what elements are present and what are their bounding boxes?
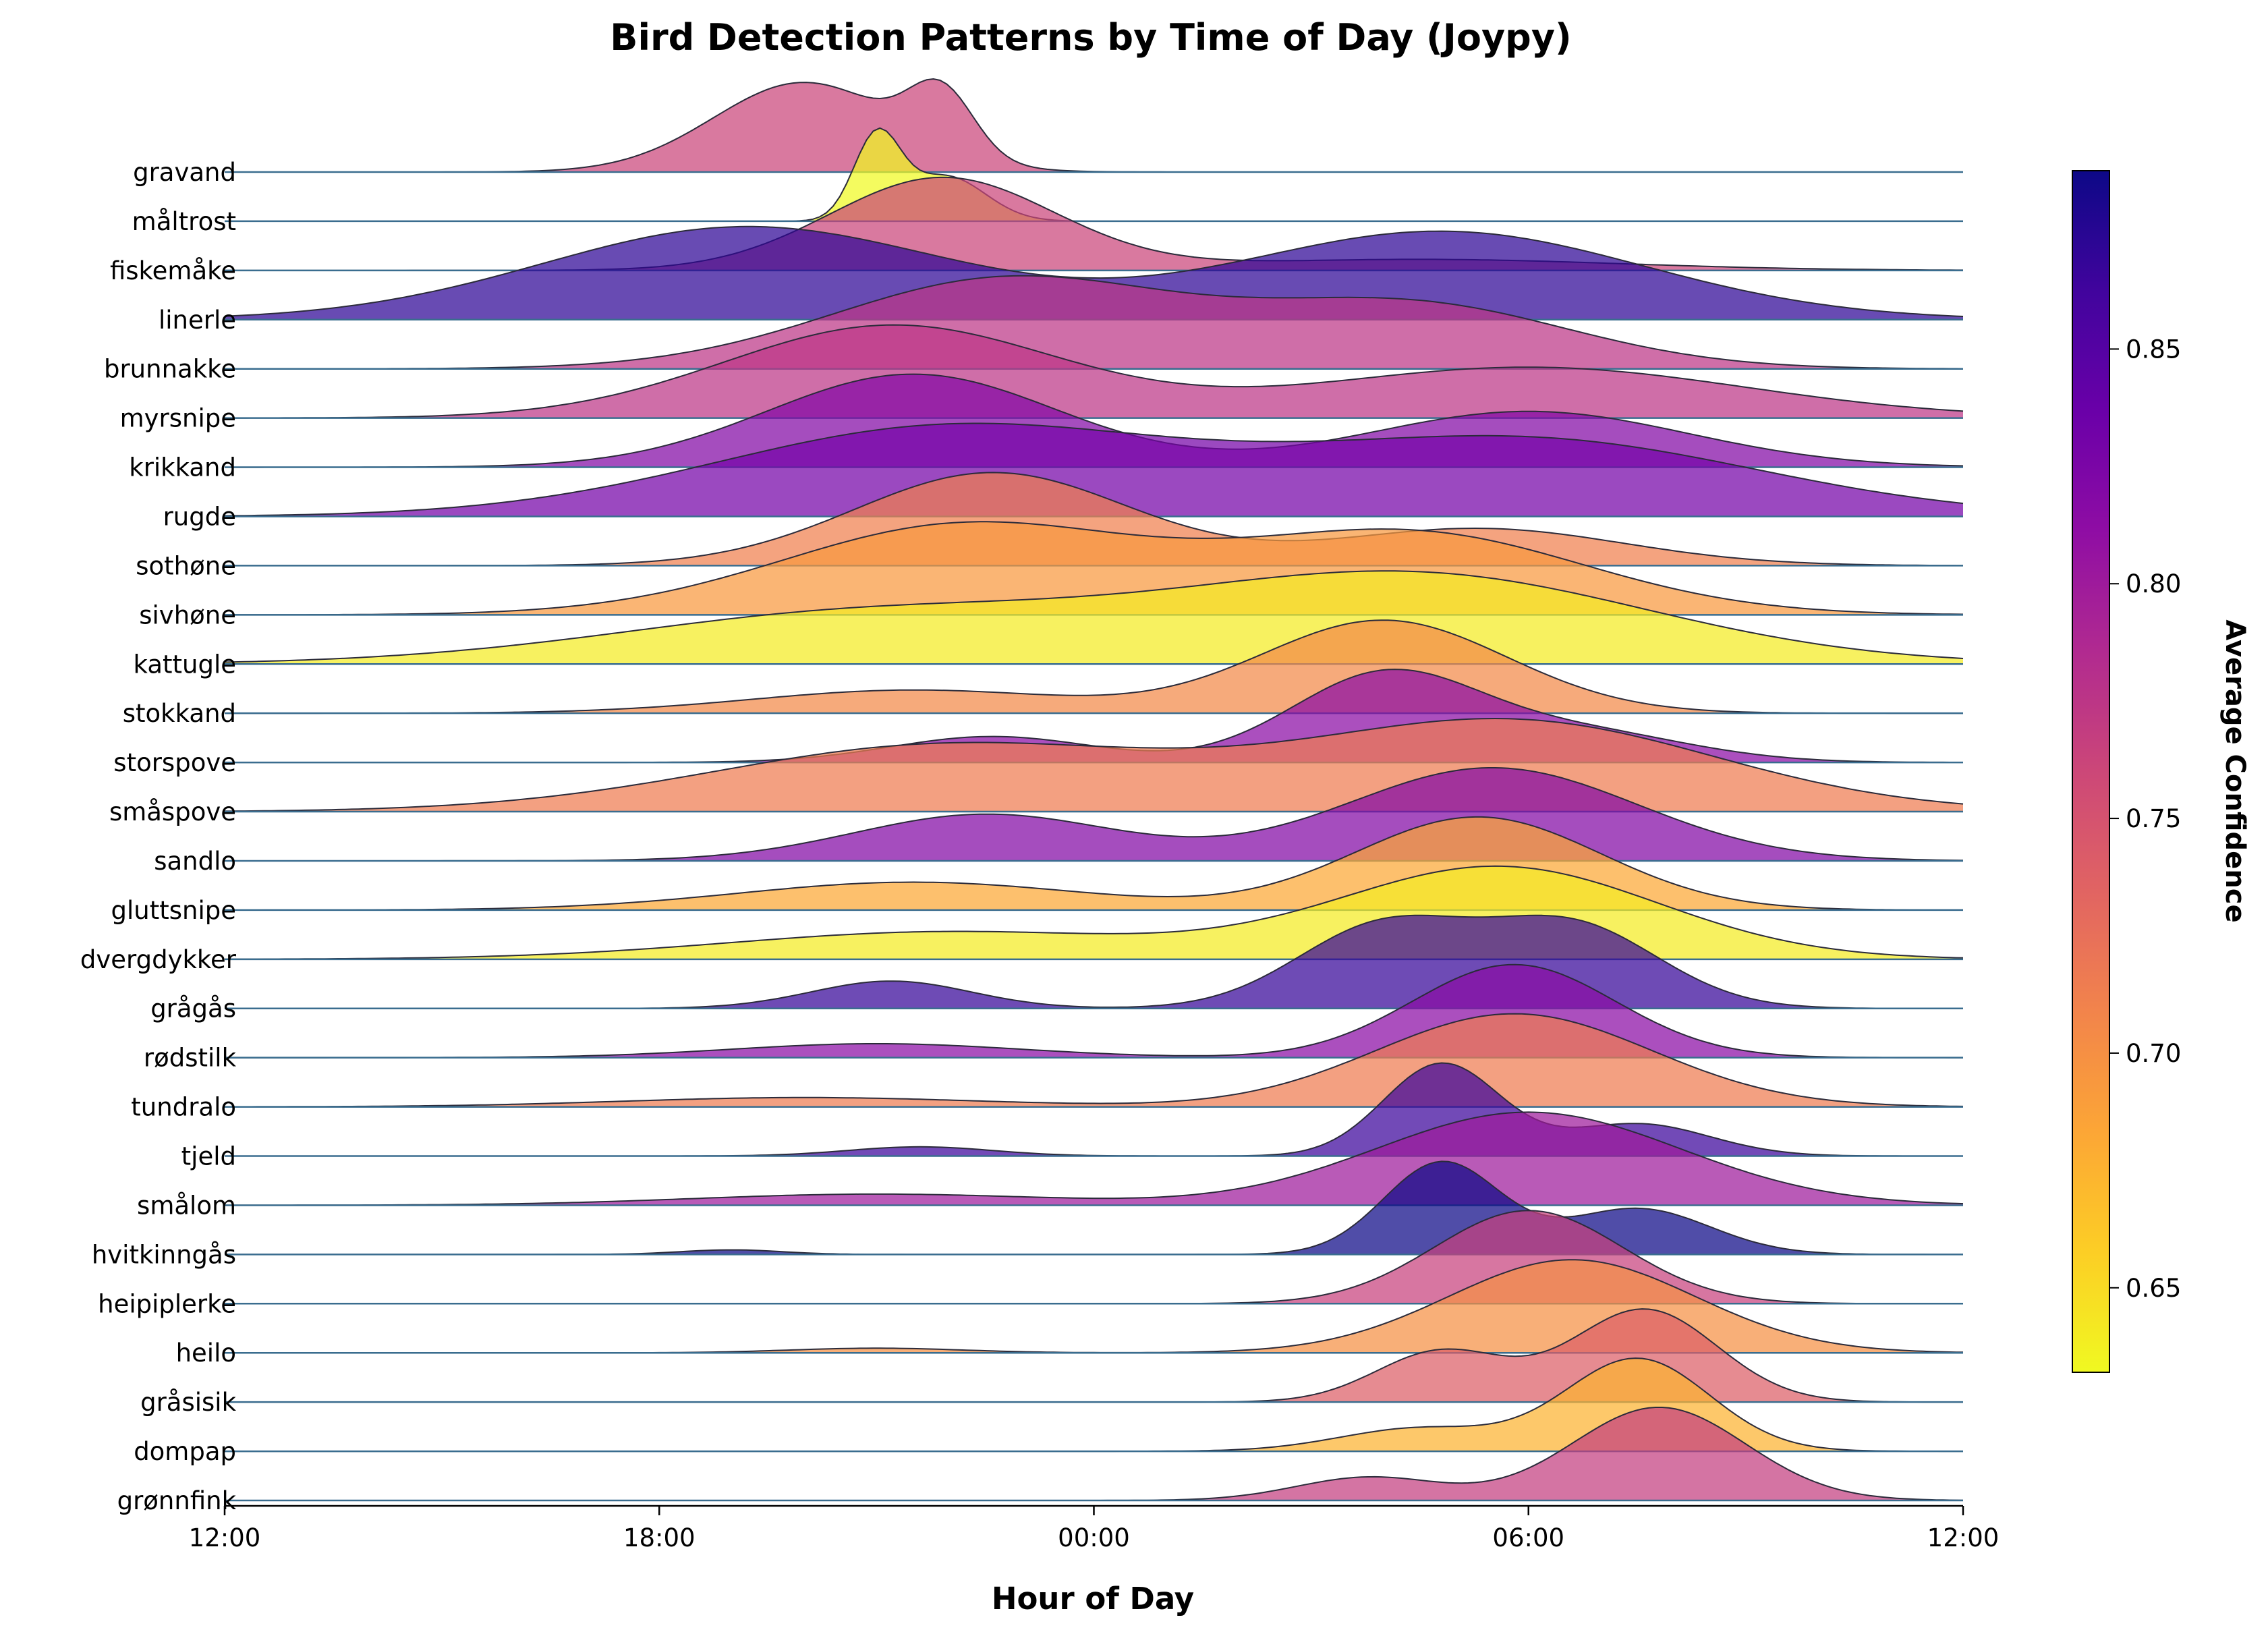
ridge-smålom — [225, 1111, 1964, 1206]
y-label-rødstilk: rødstilk — [144, 1044, 237, 1073]
ridge-fill-grønnfink — [225, 1407, 1963, 1500]
ridge-outline-rugde — [224, 422, 1964, 517]
ridge-fill-rødstilk — [225, 964, 1963, 1058]
x-tick-label: 12:00 — [189, 1523, 261, 1552]
ridge-fill-linerle — [225, 226, 1963, 320]
ridge-fill-gravand — [225, 79, 1963, 172]
ridge-stokkand — [225, 619, 1963, 714]
colorbar-gradient — [2072, 170, 2110, 1373]
ridge-fill-rugde — [225, 423, 1963, 517]
y-label-krikkand: krikkand — [129, 453, 236, 482]
y-label-rugde: rugde — [163, 502, 236, 531]
y-label-gråsisik: gråsisik — [140, 1388, 236, 1417]
ridge-fill-brunnakke — [225, 275, 1963, 369]
ridge-outline-tundralo — [225, 1013, 1964, 1108]
ridge-rødstilk — [225, 963, 1963, 1059]
ridge-fill-kattugle — [225, 571, 1963, 665]
ridge-grønnfink — [225, 1407, 1964, 1502]
ridges — [224, 78, 1964, 1502]
colorbar-tick-label: 0.65 — [2126, 1274, 2181, 1303]
y-label-sivhøne: sivhøne — [139, 600, 236, 629]
ridge-outline-sivhøne — [225, 521, 1964, 616]
colorbar-tick-label: 0.85 — [2126, 335, 2181, 364]
x-axis-label: Hour of Day — [992, 1581, 1194, 1617]
ridge-outline-smålom — [225, 1111, 1964, 1206]
y-label-grønnfink: grønnfink — [117, 1486, 237, 1515]
y-label-dvergdykker: dvergdykker — [80, 945, 237, 974]
ridge-fill-myrsnipe — [225, 325, 1963, 418]
y-label-grågås: grågås — [150, 994, 236, 1023]
x-tick-label: 00:00 — [1058, 1523, 1130, 1552]
ridge-dvergdykker — [224, 865, 1964, 961]
ridge-outline-myrsnipe — [225, 324, 1964, 419]
chart-title: Bird Detection Patterns by Time of Day (… — [610, 16, 1571, 59]
ridge-tundralo — [225, 1013, 1964, 1108]
y-axis-labels: gravand måltrost fiskemåke linerle brunnakke… — [80, 158, 237, 1515]
y-label-brunnakke: brunnakke — [104, 355, 236, 384]
ridge-måltrost — [225, 127, 1963, 223]
x-tick-label: 12:00 — [1927, 1523, 2000, 1552]
ridge-outline-gluttsnipe — [225, 816, 1963, 911]
ridge-fill-stokkand — [225, 620, 1963, 714]
ridge-fiskemåke — [225, 176, 1963, 272]
ridge-outline-krikkand — [225, 373, 1964, 468]
y-label-storspove: storspove — [113, 748, 236, 777]
x-tick-label: 06:00 — [1492, 1523, 1564, 1552]
y-label-sandlo: sandlo — [154, 847, 236, 876]
ridge-outline-gravand — [225, 78, 1963, 173]
ridge-outline-kattugle — [224, 570, 1964, 663]
colorbar-tick-label: 0.80 — [2126, 569, 2181, 598]
y-label-heipiplerke: heipiplerke — [98, 1289, 236, 1318]
y-label-kattugle: kattugle — [134, 650, 236, 679]
ridge-fill-heilo — [225, 1260, 1963, 1353]
ridge-fill-gråsisik — [225, 1309, 1963, 1403]
y-label-tjeld: tjeld — [181, 1142, 236, 1171]
ridge-fill-sothøne — [225, 472, 1963, 566]
y-label-sothøne: sothøne — [136, 551, 236, 580]
y-label-gluttsnipe: gluttsnipe — [111, 896, 237, 925]
y-label-hvitkinngås: hvitkinngås — [92, 1240, 236, 1269]
y-label-myrsnipe: myrsnipe — [120, 404, 236, 433]
y-label-tundralo: tundralo — [131, 1093, 236, 1122]
y-label-dompap: dompap — [134, 1437, 236, 1466]
colorbar-label: Average Confidence — [2219, 619, 2250, 922]
y-label-linerle: linerle — [159, 306, 236, 335]
colorbar-tick-label: 0.70 — [2126, 1039, 2181, 1068]
colorbar-tick-label: 0.75 — [2126, 804, 2181, 833]
y-label-småspove: småspove — [109, 797, 236, 826]
y-label-stokkand: stokkand — [123, 699, 236, 728]
ridge-outline-linerle — [224, 225, 1964, 317]
y-label-smålom: smålom — [137, 1191, 236, 1220]
ridge-fill-fiskemåke — [225, 177, 1963, 271]
ridge-fill-måltrost — [225, 128, 1963, 221]
y-label-heilo: heilo — [176, 1339, 236, 1368]
y-label-gravand: gravand — [133, 158, 236, 187]
x-tick-label: 18:00 — [623, 1523, 696, 1552]
y-label-måltrost: måltrost — [132, 207, 236, 236]
ridge-fill-tundralo — [225, 1013, 1963, 1107]
ridge-outline-måltrost — [225, 127, 1963, 222]
y-label-fiskemåke: fiskemåke — [110, 256, 236, 285]
ridge-outline-stokkand — [225, 619, 1963, 714]
ridge-fill-dompap — [225, 1358, 1963, 1452]
ridge-fill-smålom — [225, 1112, 1963, 1206]
ridge-gravand — [225, 78, 1963, 173]
ridge-outline-dvergdykker — [224, 865, 1964, 960]
ridge-småspove — [224, 717, 1964, 813]
ridge-outline-småspove — [224, 717, 1964, 812]
x-axis: 12:00 18:00 00:00 06:00 12:00 — [189, 1505, 2000, 1552]
ridge-fill-småspove — [225, 719, 1963, 812]
colorbar: 0.65 0.70 0.75 0.80 0.85 Average Confidence — [2072, 170, 2250, 1373]
ridge-fill-dvergdykker — [225, 866, 1963, 959]
ridge-outline-brunnakke — [225, 275, 1964, 370]
ridge-kattugle — [224, 570, 1964, 665]
ridge-myrsnipe — [225, 324, 1964, 419]
